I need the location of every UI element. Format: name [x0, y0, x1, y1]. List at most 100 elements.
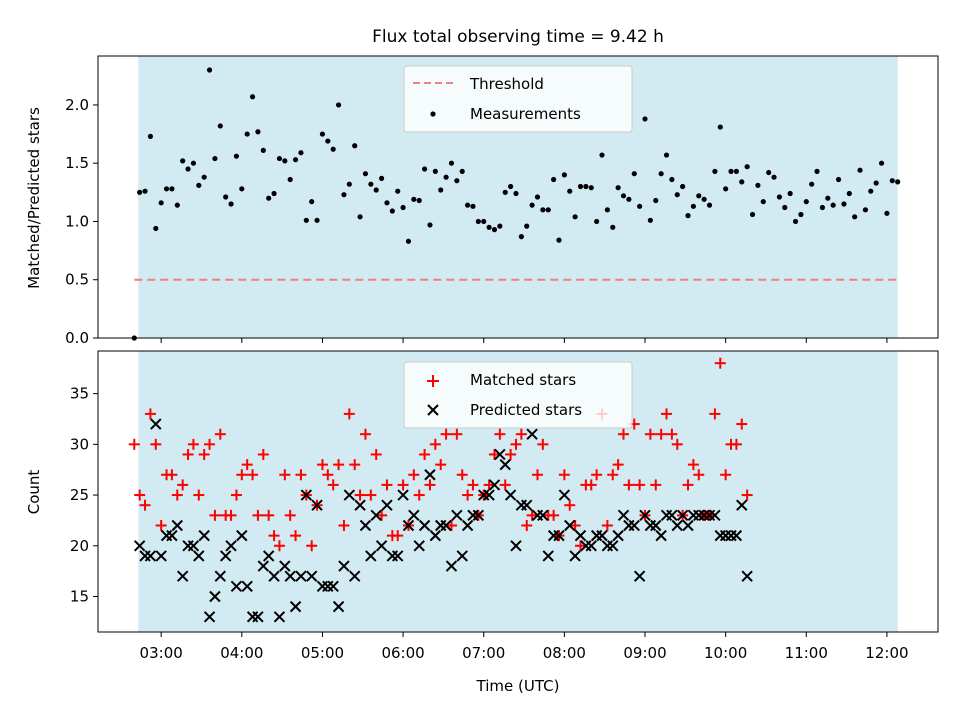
predicted-star-point	[155, 550, 167, 562]
measurement-point	[868, 188, 874, 194]
predicted-star-point	[198, 529, 210, 542]
matched-star-point	[139, 499, 151, 511]
matched-star-point	[419, 448, 431, 460]
matched-star-point	[548, 509, 560, 521]
measurement-point	[384, 200, 390, 206]
measurement-point	[637, 203, 643, 209]
x-tick-label: 08:00	[543, 644, 586, 662]
measurement-point	[266, 195, 272, 201]
predicted-star-point	[429, 529, 442, 542]
matched-star-point	[741, 489, 753, 501]
measurement-point	[852, 214, 858, 220]
measurement-point	[513, 190, 519, 197]
predicted-star-point	[193, 550, 205, 562]
count-series	[128, 357, 753, 623]
matched-star-point	[413, 489, 425, 501]
matched-star-point	[376, 509, 388, 521]
predicted-star-point	[359, 519, 372, 532]
predicted-star-point	[440, 519, 452, 532]
predicted-star-point	[343, 489, 356, 501]
matched-star-point	[338, 519, 350, 531]
matched-star-point	[365, 489, 377, 501]
measurement-point	[201, 174, 207, 180]
measurement-point	[626, 196, 632, 202]
predicted-star-point	[392, 550, 404, 562]
legend-threshold-label: Threshold	[469, 75, 544, 93]
predicted-star-point	[682, 519, 694, 532]
matched-star-point	[709, 408, 721, 420]
legend-matched-label: Matched stars	[470, 371, 576, 389]
predicted-star-point	[305, 570, 318, 582]
matched-star-point	[666, 428, 678, 440]
predicted-star-point	[365, 550, 377, 562]
y-tick-label: 1.5	[65, 154, 89, 172]
measurement-point	[454, 178, 460, 184]
measurement-point	[760, 199, 766, 205]
x-tick-label: 06:00	[381, 644, 424, 662]
measurement-point	[620, 193, 627, 199]
measurement-point	[733, 168, 740, 174]
measurement-point	[803, 199, 809, 205]
matched-star-point	[263, 509, 275, 521]
measurement-point	[335, 102, 342, 108]
predicted-star-point	[564, 519, 576, 532]
matched-star-point	[408, 469, 420, 481]
matched-star-point	[295, 469, 307, 481]
predicted-star-point	[171, 519, 184, 532]
measurement-point	[325, 138, 331, 144]
matched-star-point	[155, 519, 167, 531]
measurement-point	[180, 158, 186, 164]
matched-star-point	[144, 408, 156, 420]
predicted-star-point	[521, 499, 533, 511]
predicted-star-point	[650, 519, 662, 532]
measurement-point	[798, 211, 804, 218]
y-tick-label: 30	[70, 435, 89, 453]
measurement-point	[255, 129, 261, 135]
matched-star-point	[435, 459, 447, 471]
measurement-point	[303, 217, 309, 223]
predicted-star-point	[230, 580, 243, 593]
predicted-star-point	[144, 550, 157, 562]
chart-title: Flux total observing time = 9.42 h	[372, 27, 664, 47]
measurement-point	[378, 175, 385, 181]
matched-star-point	[440, 428, 452, 440]
measurement-point	[873, 180, 879, 186]
matched-star-point	[241, 459, 253, 471]
measurement-point	[749, 211, 756, 218]
matched-star-point	[736, 418, 748, 430]
measurement-point	[212, 155, 218, 162]
predicted-star-point	[569, 550, 581, 562]
measurement-point	[674, 192, 680, 198]
measurement-point	[835, 176, 842, 183]
measurement-point	[481, 218, 487, 225]
measurement-point	[663, 152, 670, 158]
matched-star-point	[612, 459, 624, 471]
x-tick-label: 10:00	[704, 644, 747, 662]
predicted-star-point	[504, 489, 517, 501]
matched-star-point	[574, 540, 586, 552]
predicted-star-point	[338, 560, 350, 572]
matched-star-point	[392, 530, 404, 542]
predicted-star-point	[252, 611, 264, 623]
predicted-star-point	[494, 448, 506, 461]
measurement-point	[163, 186, 170, 192]
measurement-point	[206, 67, 213, 73]
measurement-point	[787, 190, 793, 197]
matched-star-point	[634, 479, 646, 491]
matched-star-point	[537, 438, 549, 450]
measurement-point	[862, 207, 869, 213]
measurement-point	[814, 168, 820, 174]
measurement-point	[427, 222, 433, 228]
predicted-star-point	[488, 479, 501, 491]
predicted-star-point	[553, 529, 565, 542]
matched-star-point	[730, 438, 742, 450]
predicted-star-point	[451, 509, 463, 522]
measurement-point	[556, 237, 562, 243]
predicted-star-point	[461, 519, 474, 532]
predicted-star-point	[741, 570, 753, 582]
measurement-point	[287, 176, 293, 183]
matched-star-point	[585, 479, 597, 491]
measurement-point	[491, 227, 498, 233]
matched-star-point	[397, 479, 409, 491]
predicted-star-point	[424, 469, 436, 481]
